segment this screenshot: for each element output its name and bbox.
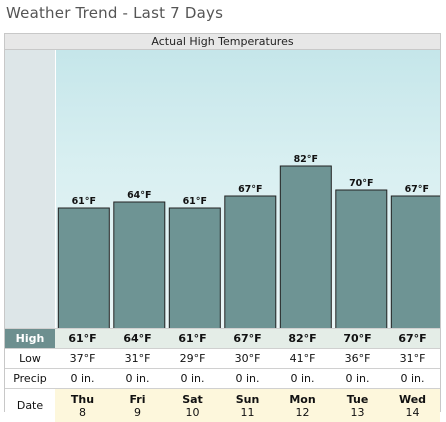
day-name: Fri	[110, 393, 165, 406]
bar-tue-13	[336, 190, 387, 328]
day-number: 12	[275, 406, 330, 419]
chart-title: Actual High Temperatures	[5, 34, 440, 50]
page-title: Weather Trend - Last 7 Days	[6, 4, 223, 22]
high-cell: 67°F	[385, 329, 440, 349]
bar-chart-svg: 61°F 64°F 61°F 67°F 82°F 70°F 67°F	[56, 50, 440, 328]
bar-sun-11	[225, 196, 276, 328]
high-cell: 61°F	[165, 329, 220, 349]
high-cell: 82°F	[275, 329, 330, 349]
bar-fri-9	[114, 202, 165, 328]
day-number: 13	[330, 406, 385, 419]
bar-value-label: 61°F	[183, 196, 207, 207]
low-cell: 36°F	[330, 349, 385, 369]
weather-table: High 61°F 64°F 61°F 67°F 82°F 70°F 67°F …	[5, 328, 440, 422]
bar-value-label: 82°F	[294, 154, 318, 165]
bar-mon-12	[280, 166, 331, 328]
day-name: Thu	[55, 393, 110, 406]
precip-cell: 0 in.	[220, 369, 275, 389]
low-row: Low 37°F 31°F 29°F 30°F 41°F 36°F 31°F	[5, 349, 440, 369]
precip-cell: 0 in.	[275, 369, 330, 389]
low-cell: 31°F	[385, 349, 440, 369]
bar-wed-14	[391, 196, 440, 328]
bar-thu-8	[58, 208, 109, 328]
high-row: High 61°F 64°F 61°F 67°F 82°F 70°F 67°F	[5, 329, 440, 349]
precip-row-label: Precip	[5, 369, 55, 389]
high-cell: 70°F	[330, 329, 385, 349]
bar-value-label: 67°F	[405, 184, 429, 195]
day-name: Mon	[275, 393, 330, 406]
day-name: Wed	[385, 393, 440, 406]
low-cell: 41°F	[275, 349, 330, 369]
high-cell: 64°F	[110, 329, 165, 349]
bar-chart-plot: 61°F 64°F 61°F 67°F 82°F 70°F 67°F	[56, 50, 440, 328]
day-number: 11	[220, 406, 275, 419]
precip-cell: 0 in.	[385, 369, 440, 389]
low-row-label: Low	[5, 349, 55, 369]
day-name: Tue	[330, 393, 385, 406]
bar-value-label: 70°F	[349, 178, 373, 189]
precip-cell: 0 in.	[110, 369, 165, 389]
day-number: 9	[110, 406, 165, 419]
chart-left-strip	[5, 50, 55, 328]
high-row-label: High	[5, 329, 55, 349]
bar-sat-10	[169, 208, 220, 328]
day-number: 10	[165, 406, 220, 419]
day-name: Sun	[220, 393, 275, 406]
bar-value-label: 67°F	[238, 184, 262, 195]
date-row-label: Date	[5, 389, 55, 422]
low-cell: 31°F	[110, 349, 165, 369]
bar-value-label: 64°F	[127, 190, 151, 201]
day-number: 8	[55, 406, 110, 419]
high-cell: 67°F	[220, 329, 275, 349]
precip-cell: 0 in.	[165, 369, 220, 389]
low-cell: 30°F	[220, 349, 275, 369]
high-cell: 61°F	[55, 329, 110, 349]
precip-cell: 0 in.	[55, 369, 110, 389]
bar-value-label: 61°F	[72, 196, 96, 207]
low-cell: 29°F	[165, 349, 220, 369]
precip-row: Precip 0 in. 0 in. 0 in. 0 in. 0 in. 0 i…	[5, 369, 440, 389]
low-cell: 37°F	[55, 349, 110, 369]
precip-cell: 0 in.	[330, 369, 385, 389]
day-number: 14	[385, 406, 440, 419]
day-name: Sat	[165, 393, 220, 406]
